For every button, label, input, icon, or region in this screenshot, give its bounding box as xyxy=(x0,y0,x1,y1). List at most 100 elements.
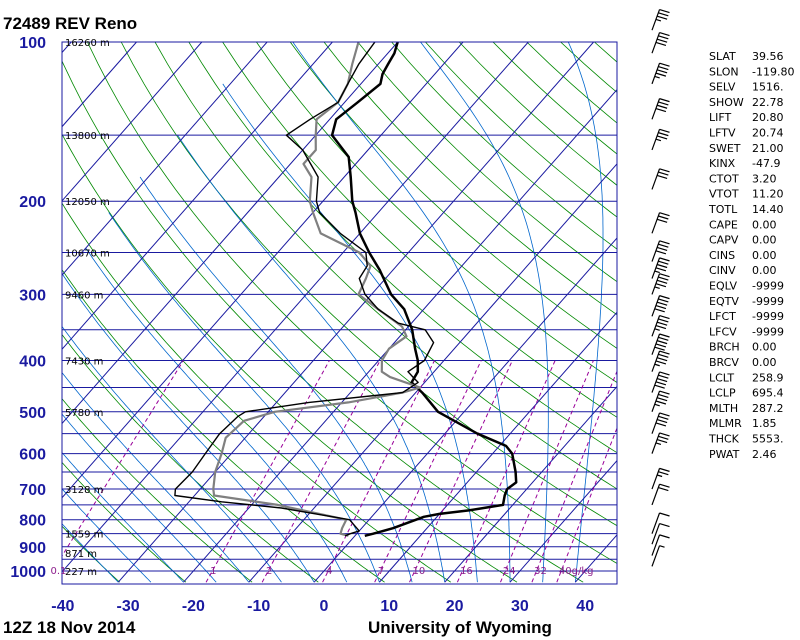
index-key: SHOW xyxy=(709,96,744,109)
isotherm-line xyxy=(62,42,464,499)
pressure-tick-label: 900 xyxy=(19,540,46,557)
dry-adiabat-line xyxy=(256,42,617,384)
index-value: -9999 xyxy=(752,325,784,338)
index-key: TOTL xyxy=(708,203,738,216)
source-label: University of Wyoming xyxy=(368,618,552,637)
wind-barb xyxy=(651,432,670,454)
index-key: KINX xyxy=(709,157,736,170)
wind-barb xyxy=(651,168,670,190)
moist-adiabat-line xyxy=(62,325,282,583)
moist-adiabat-line xyxy=(85,247,348,583)
wind-barb xyxy=(651,412,670,434)
index-value: 21.00 xyxy=(752,142,784,155)
mixing-ratio-line xyxy=(409,360,513,583)
index-key: THCK xyxy=(708,433,740,446)
isotherm-line xyxy=(62,42,268,276)
moist-adiabat-line xyxy=(139,176,413,583)
mixing-ratio-line xyxy=(556,426,617,583)
wind-barb xyxy=(651,98,670,120)
index-key: SLON xyxy=(709,65,739,78)
index-key: MLMR xyxy=(709,417,742,430)
wind-barb xyxy=(651,257,670,279)
mixing-ratio-line xyxy=(456,360,556,583)
pressure-tick-label: 700 xyxy=(19,482,46,499)
index-key: LFCT xyxy=(709,310,736,323)
dewpoint-profile xyxy=(212,42,422,537)
dry-adiabat-line xyxy=(222,42,617,418)
wind-barb xyxy=(651,128,670,151)
height-label: 16260 m xyxy=(65,38,110,49)
temperature-profile xyxy=(330,42,518,538)
mixing-ratio-label: 7 xyxy=(378,566,384,577)
temperature-tick-label: 40 xyxy=(576,598,594,615)
height-label: 13800 m xyxy=(65,131,110,142)
wind-barb xyxy=(651,512,670,534)
wind-barb xyxy=(651,467,670,490)
mixing-ratio-lines xyxy=(62,360,617,583)
dry-adiabat-line xyxy=(289,42,617,349)
wind-barb xyxy=(651,522,670,545)
pressure-tick-label: 400 xyxy=(19,353,46,370)
mixing-ratio-line xyxy=(322,360,435,583)
index-key: CINS xyxy=(709,249,735,262)
dry-adiabat-line xyxy=(154,42,617,490)
index-value: 695.4 xyxy=(752,387,784,400)
index-key: BRCV xyxy=(709,356,739,369)
temperature-tick-label: 10 xyxy=(380,598,398,615)
index-value: -9999 xyxy=(752,295,784,308)
wind-barb xyxy=(651,273,670,295)
mixing-ratio-label: 32 xyxy=(534,566,547,577)
height-label: 1559 m xyxy=(65,530,103,541)
index-value: 287.2 xyxy=(752,402,784,415)
wind-barb xyxy=(651,240,670,262)
moist-adiabat-line xyxy=(62,451,184,583)
index-key: LCLT xyxy=(709,371,734,384)
moist-adiabat-line xyxy=(62,488,152,583)
isotherm-line xyxy=(62,42,203,202)
index-key: CAPE xyxy=(709,218,738,231)
index-key: SELV xyxy=(709,81,736,94)
chart-title: 72489 REV Reno xyxy=(3,14,137,33)
index-key: BRCH xyxy=(709,341,740,354)
height-label: 227 m xyxy=(65,567,97,578)
mixing-ratio-line xyxy=(205,360,330,583)
index-key: CINV xyxy=(709,264,736,277)
mixing-ratio-line xyxy=(261,360,381,583)
dry-adiabat-line xyxy=(323,42,617,316)
dry-adiabat-line xyxy=(62,59,584,583)
mixing-ratio-label: 0.1 xyxy=(51,566,67,577)
height-label: 3128 m xyxy=(65,485,103,496)
index-key: EQTV xyxy=(709,295,739,308)
wind-barb xyxy=(651,333,670,355)
temperature-tick-label: -40 xyxy=(51,598,74,615)
index-value: -9999 xyxy=(752,280,784,293)
index-key: EQLV xyxy=(709,280,738,293)
pressure-tick-label: 600 xyxy=(19,447,46,464)
index-key: VTOT xyxy=(709,188,739,201)
mixing-ratio-labels: 0.1 1 2 4 7 10 16 24 32 40g/kg xyxy=(51,566,594,577)
temperature-tick-label: 20 xyxy=(446,598,464,615)
index-key: MLTH xyxy=(709,402,738,415)
moist-adiabat-line xyxy=(292,42,511,583)
mixing-ratio-label: 16 xyxy=(460,566,473,577)
date-label: 12Z 18 Nov 2014 xyxy=(3,618,136,637)
index-value: 0.00 xyxy=(752,249,777,262)
index-value: 0.00 xyxy=(752,341,777,354)
wind-barb xyxy=(651,545,665,567)
mixing-ratio-label: 40g/kg xyxy=(559,566,594,577)
moist-adiabat-line xyxy=(108,212,380,583)
mixing-ratio-line xyxy=(374,360,482,583)
isotherm-line xyxy=(509,459,617,583)
mixing-ratio-label: 2 xyxy=(266,566,272,577)
mixing-ratio-line xyxy=(531,369,617,583)
temperature-tick-label: -20 xyxy=(182,598,205,615)
index-value: 20.74 xyxy=(752,127,784,140)
index-key: LFTV xyxy=(709,127,736,140)
isotherm-line xyxy=(117,42,594,583)
height-labels: 16260 m 13800 m 12050 m 10670 m 9460 m 7430 m… xyxy=(65,38,110,578)
index-value: -9999 xyxy=(752,310,784,323)
height-label: 5780 m xyxy=(65,408,103,419)
isotherm-line xyxy=(62,42,529,573)
dry-adiabat-line xyxy=(120,42,617,527)
mixing-ratio-label: 24 xyxy=(503,566,516,577)
